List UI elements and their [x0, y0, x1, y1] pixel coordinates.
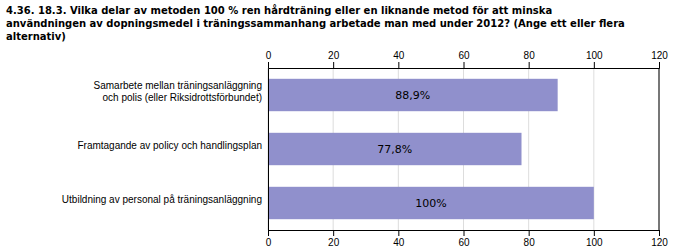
tick-mark: [333, 230, 334, 236]
tick: 120: [651, 230, 668, 248]
tick: 80: [524, 230, 536, 248]
tick-mark: [529, 62, 530, 68]
tick-mark: [268, 62, 269, 68]
axis-line: [269, 231, 660, 237]
tick: 40: [393, 50, 405, 68]
axis-line: [268, 69, 269, 231]
tick-label: 120: [651, 237, 668, 248]
tick: 80: [524, 50, 536, 68]
tick: 20: [328, 50, 340, 68]
data-label: 77,8%: [377, 143, 412, 156]
tick-label: 80: [524, 50, 536, 61]
tick-label: 60: [458, 50, 470, 61]
tick-mark: [529, 230, 530, 236]
x-axis-top: 0 20 40 60 80 100 120: [266, 50, 669, 69]
tick: Framtagande av policy och handlingsplan: [77, 140, 268, 151]
tick-mark: [594, 230, 595, 236]
tick-label: Framtagande av policy och handlingsplan: [77, 140, 262, 151]
tick: 0: [266, 50, 272, 68]
tick: 20: [328, 230, 340, 248]
tick-label: Utbildning av personal på träningsanlägg…: [62, 194, 262, 205]
grid: [268, 68, 659, 230]
tick-label: 20: [328, 50, 340, 61]
tick: 120: [651, 50, 668, 68]
tick-mark: [398, 230, 399, 236]
tick-label: 0: [266, 50, 272, 61]
tick-mark: [464, 230, 465, 236]
bar: [268, 133, 521, 165]
tick: 0: [266, 230, 272, 248]
grid-line: [268, 68, 269, 230]
bar: [268, 79, 558, 111]
tick: 100: [586, 230, 603, 248]
tick-mark: [398, 62, 399, 68]
tick: 60: [458, 230, 470, 248]
tick: Utbildning av personal på träningsanlägg…: [62, 194, 268, 205]
bar: [268, 187, 594, 219]
data-labels: 88,9% 77,8% 100%: [377, 89, 446, 210]
axis-line: [269, 62, 660, 69]
bars: [268, 79, 594, 219]
plot: 0 20 40 60 80 100 120 0 20 40 60 80 100 120 Samarbete …: [62, 50, 668, 248]
x-axis-bottom: 0 20 40 60 80 100 120: [266, 230, 669, 248]
tick: 60: [458, 50, 470, 68]
plot-frame: [659, 68, 660, 230]
y-axis: Samarbete mellan träningsanläggningoch p…: [62, 69, 269, 231]
tick-mark: [464, 62, 465, 68]
tick-label: 20: [328, 237, 340, 248]
tick-mark: [333, 62, 334, 68]
tick: Samarbete mellan träningsanläggningoch p…: [94, 80, 268, 103]
tick-label: 80: [524, 237, 536, 248]
tick-label: 0: [266, 237, 272, 248]
tick-label: 100: [586, 50, 603, 61]
tick-mark: [659, 230, 660, 236]
tick-mark: [594, 62, 595, 68]
tick-label: 40: [393, 50, 405, 61]
chart: 4.36. 18.3. Vilka delar av metoden 100 %…: [0, 0, 681, 252]
tick-label: 100: [586, 237, 603, 248]
grid-line: [659, 68, 660, 230]
tick-label: Samarbete mellan träningsanläggningoch p…: [94, 80, 262, 103]
tick-mark: [268, 230, 269, 236]
tick-label: 120: [651, 50, 668, 61]
tick: 40: [393, 230, 405, 248]
data-label: 100%: [415, 197, 446, 210]
tick: 100: [586, 50, 603, 68]
tick-mark: [659, 62, 660, 68]
chart-title: 4.36. 18.3. Vilka delar av metoden 100 %…: [6, 4, 625, 42]
tick-label: 60: [458, 237, 470, 248]
data-label: 88,9%: [395, 89, 430, 102]
tick-label: 40: [393, 237, 405, 248]
